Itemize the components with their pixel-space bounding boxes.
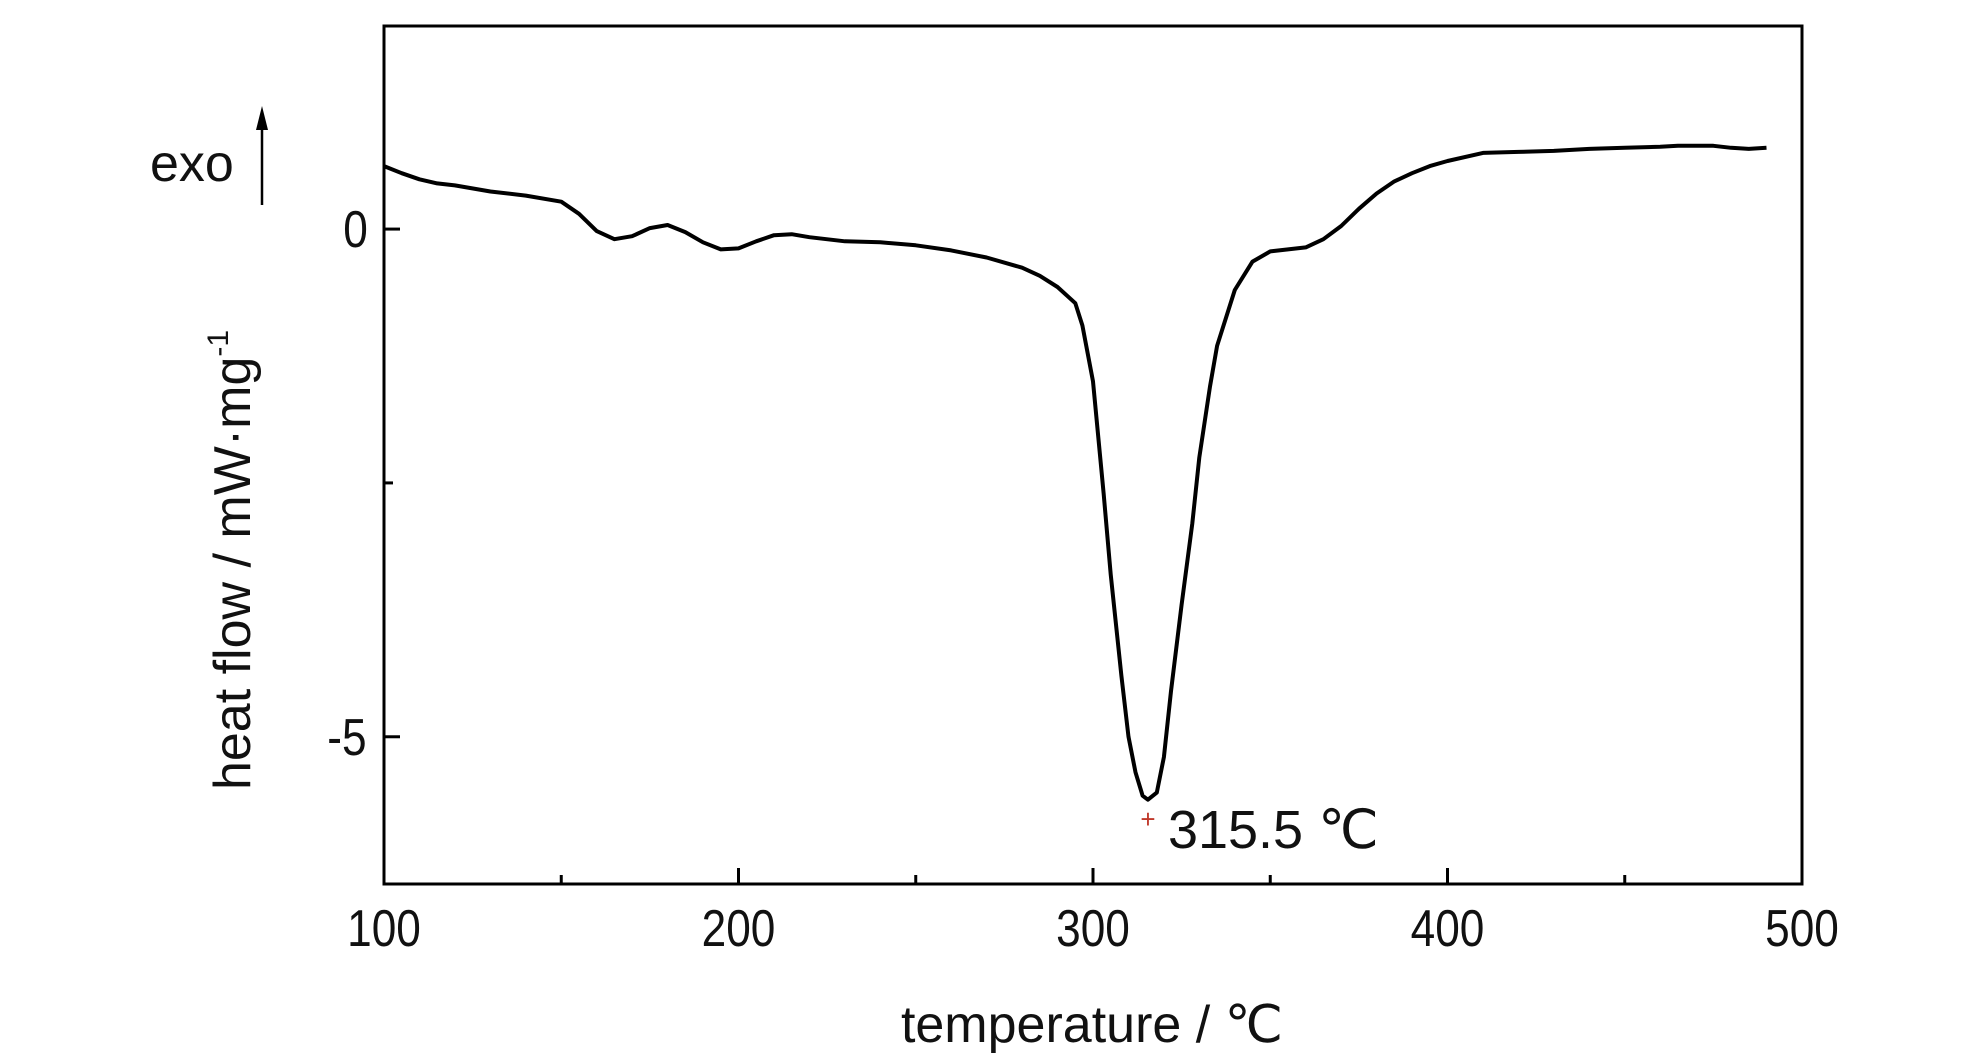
heat-flow-series-line [383,143,1767,802]
y-axis-title-main: heat flow / mW·mg [204,357,262,790]
y-axis-tick-labels: 0 -5 [327,201,368,767]
x-tick-label: 300 [1056,900,1130,958]
peak-temperature-label: 315.5 ℃ [1168,800,1379,860]
exo-indicator: exo [150,106,268,205]
y-axis-title: heat flow / mW·mg-1 [202,330,262,790]
y-tick-label: 0 [343,201,368,259]
x-tick-label: 400 [1411,900,1485,958]
plot-frame [382,24,1804,886]
peak-marker: + [1140,804,1155,834]
y-tick-label: -5 [327,708,366,766]
x-tick-label: 100 [347,900,421,958]
x-axis-title: temperature / ℃ [901,996,1283,1054]
peak-annotations: +315.5 ℃ [1140,800,1378,860]
y-axis-title-superscript: -1 [202,330,235,357]
x-tick-label: 500 [1765,900,1839,958]
x-tick-label: 200 [702,900,776,958]
exo-arrow-head-icon [256,106,268,130]
x-axis-ticks [382,868,1804,884]
y-axis-ticks [384,227,400,739]
x-axis-tick-labels: 100 200 300 400 500 [347,900,1839,958]
exo-label: exo [150,135,234,193]
